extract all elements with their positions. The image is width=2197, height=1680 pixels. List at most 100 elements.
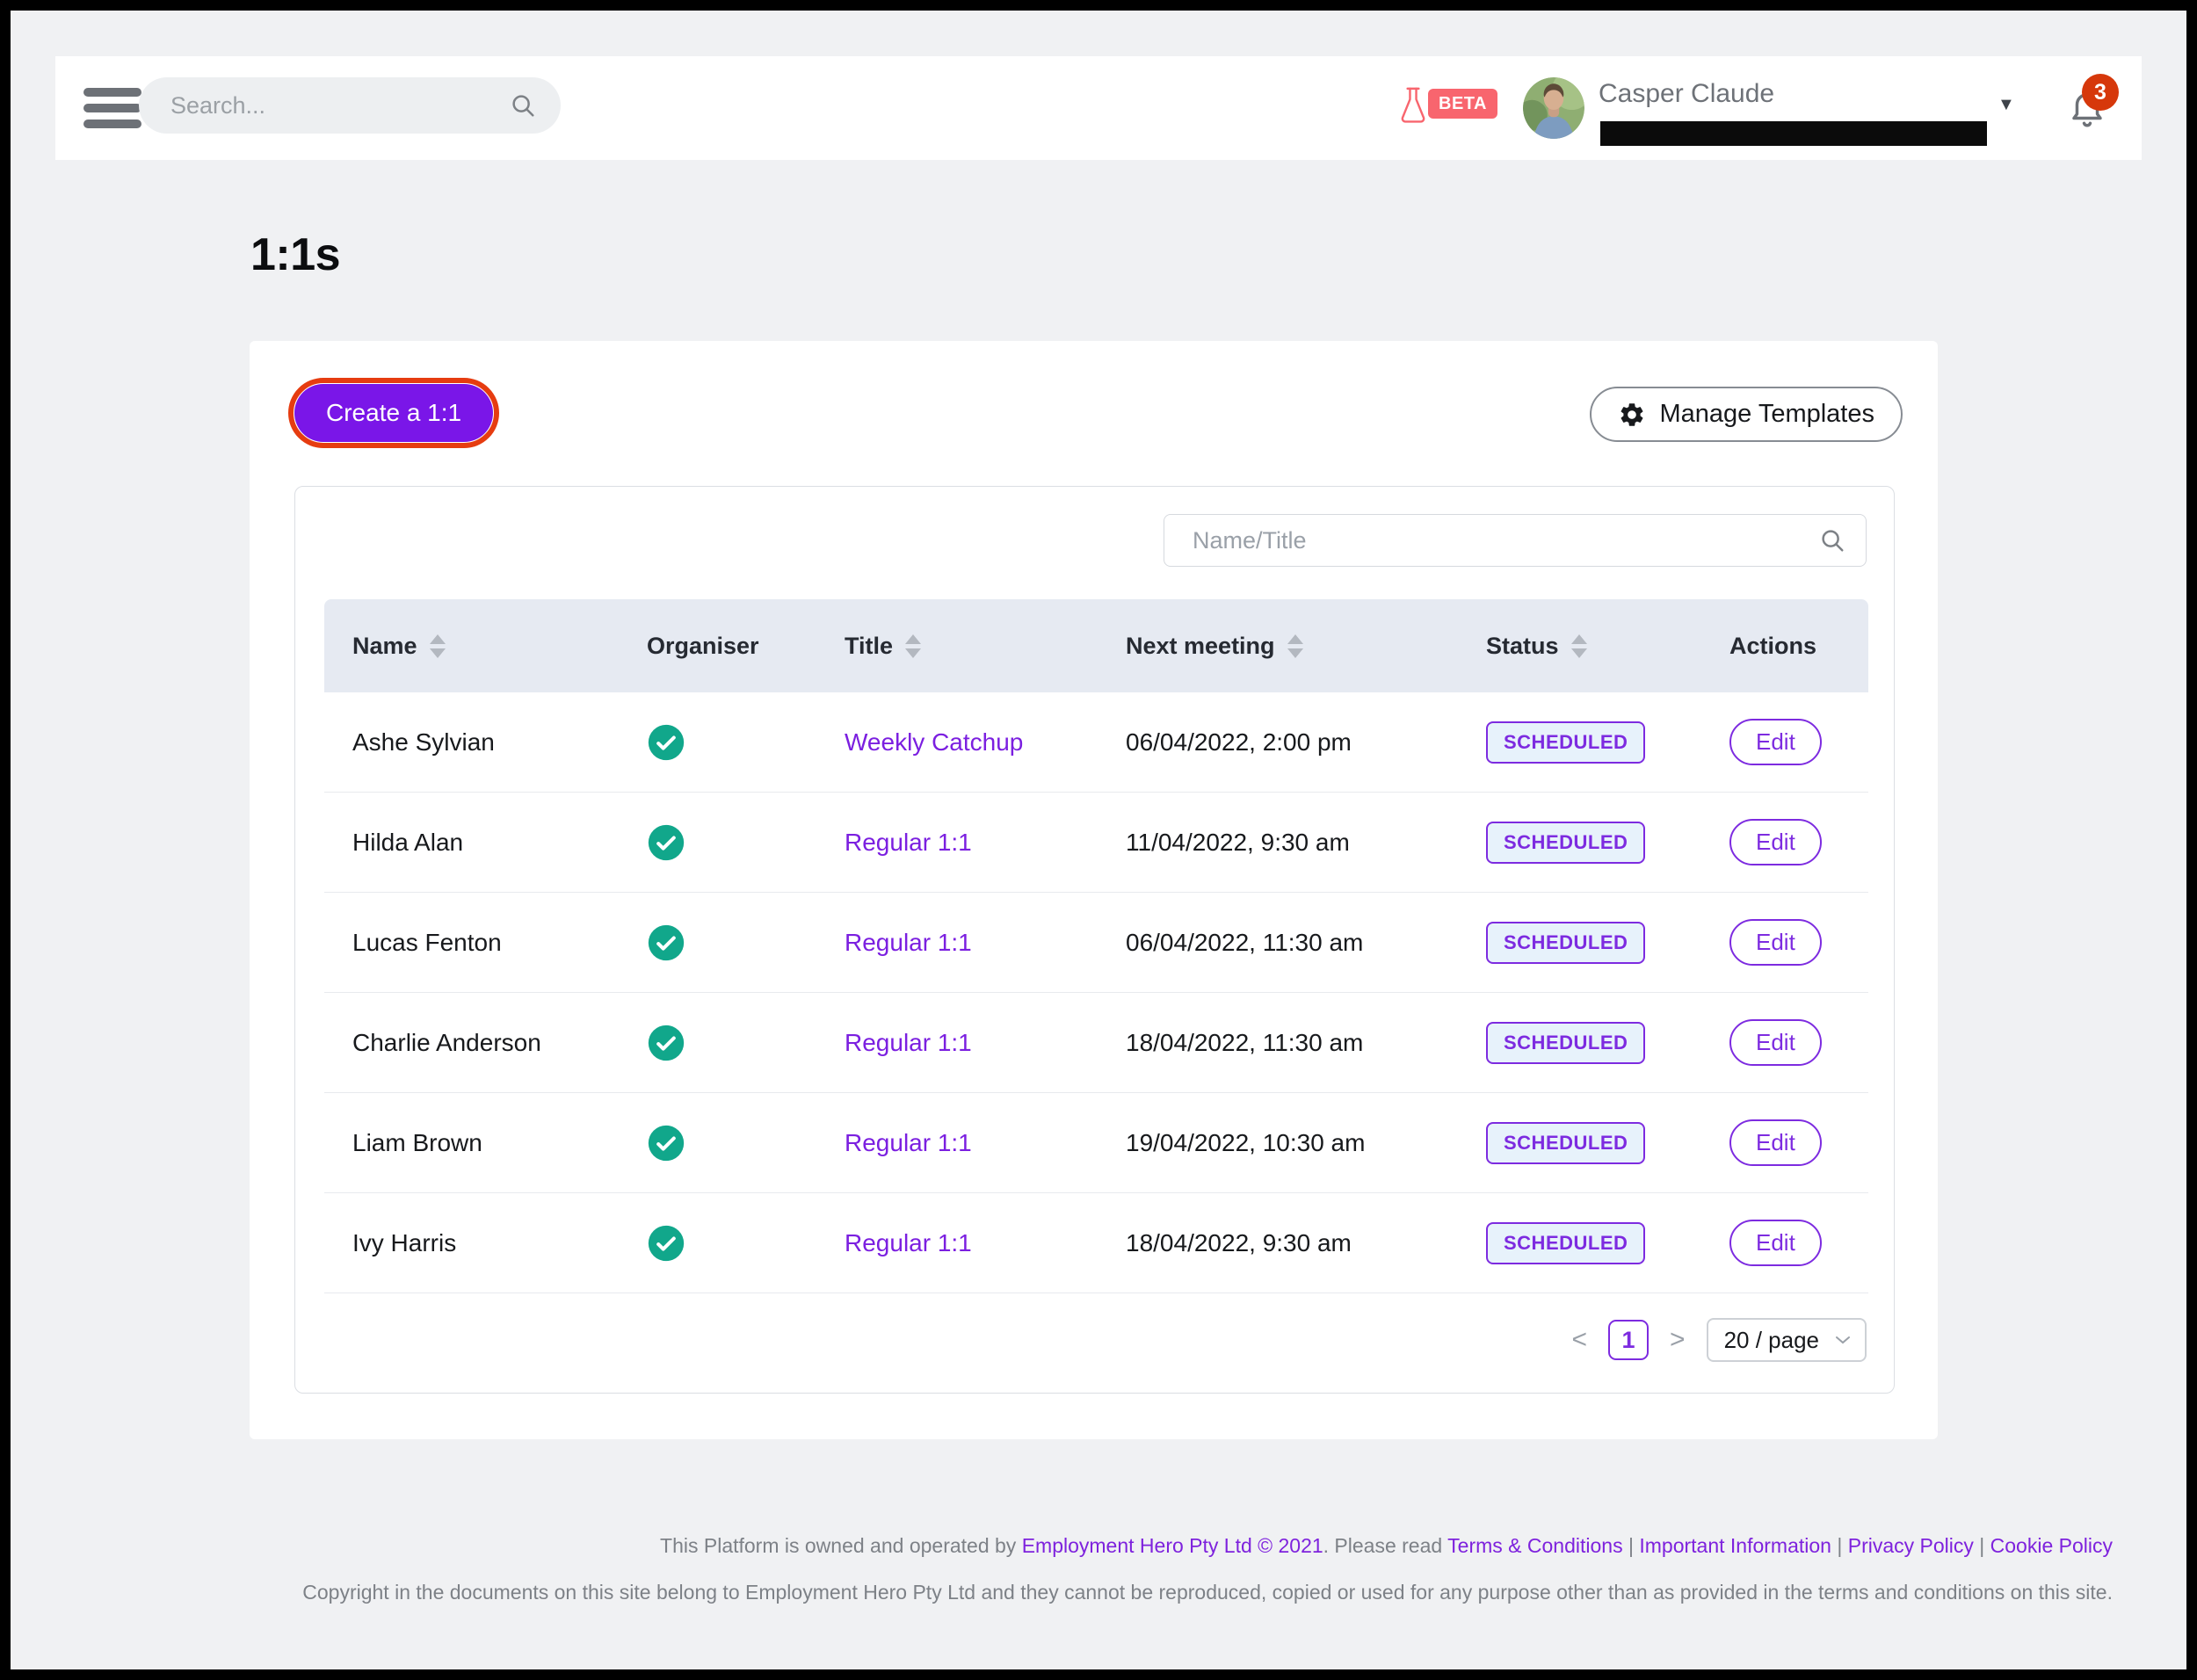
actions-cell: Edit xyxy=(1701,719,1868,765)
table-row: Lucas Fenton Regular 1:1 06/04/2022, 11:30… xyxy=(324,893,1868,993)
edit-button[interactable]: Edit xyxy=(1729,1019,1822,1066)
organiser-cell xyxy=(619,923,816,962)
status-cell: SCHEDULED xyxy=(1458,721,1701,764)
create-one-on-one-button[interactable]: Create a 1:1 xyxy=(287,378,500,448)
organiser-check-icon xyxy=(647,1024,816,1062)
footer-text: | xyxy=(1622,1534,1640,1557)
column-label: Organiser xyxy=(647,632,759,659)
global-search-input[interactable] xyxy=(139,77,561,134)
edit-button[interactable]: Edit xyxy=(1729,1119,1822,1166)
column-header-actions: Actions xyxy=(1701,633,1868,660)
meetings-panel: Name Organiser Title Next meeting Status Acti… xyxy=(294,486,1895,1394)
page-size-select[interactable]: 20 / page xyxy=(1706,1318,1867,1362)
user-name: Casper Claude xyxy=(1599,79,1775,108)
column-label: Actions xyxy=(1729,632,1817,659)
status-badge: SCHEDULED xyxy=(1486,921,1646,964)
organiser-cell xyxy=(619,1024,816,1062)
status-cell: SCHEDULED xyxy=(1458,821,1701,864)
next-meeting: 18/04/2022, 9:30 am xyxy=(1126,1228,1352,1256)
pagination-prev-button[interactable]: < xyxy=(1571,1325,1588,1354)
footer-text: | xyxy=(1831,1534,1848,1557)
notification-count-badge: 3 xyxy=(2082,74,2119,111)
footer-text: This Platform is owned and operated by xyxy=(660,1534,1022,1557)
footer-link-cookie-policy[interactable]: Cookie Policy xyxy=(1990,1534,2113,1557)
organiser-check-icon xyxy=(647,723,816,762)
meeting-title-link[interactable]: Regular 1:1 xyxy=(845,1028,972,1056)
meetings-table: Name Organiser Title Next meeting Status Acti… xyxy=(324,599,1868,1293)
column-header-status[interactable]: Status xyxy=(1458,633,1701,660)
meeting-title-link[interactable]: Regular 1:1 xyxy=(845,928,972,956)
employee-name: Liam Brown xyxy=(352,1128,482,1156)
column-header-name[interactable]: Name xyxy=(324,633,619,660)
page-title: 1:1s xyxy=(250,229,341,280)
footer-link-employment-hero-pty-ltd-2021[interactable]: Employment Hero Pty Ltd © 2021 xyxy=(1021,1534,1323,1557)
table-row: Ashe Sylvian Weekly Catchup 06/04/2022, 2:… xyxy=(324,692,1868,793)
edit-button[interactable]: Edit xyxy=(1729,919,1822,966)
meeting-title-link[interactable]: Weekly Catchup xyxy=(845,728,1024,756)
table-row: Charlie Anderson Regular 1:1 18/04/2022, 1… xyxy=(324,993,1868,1093)
footer-link-important-information[interactable]: Important Information xyxy=(1639,1534,1831,1557)
footer-link-privacy-policy[interactable]: Privacy Policy xyxy=(1847,1534,1974,1557)
column-label: Title xyxy=(845,632,894,659)
footer-link-terms-conditions[interactable]: Terms & Conditions xyxy=(1447,1534,1623,1557)
avatar[interactable] xyxy=(1523,77,1584,139)
chevron-down-icon[interactable]: ▼ xyxy=(1998,95,2015,114)
edit-button[interactable]: Edit xyxy=(1729,719,1822,765)
footer-copyright-line: Copyright in the documents on this site … xyxy=(302,1581,2113,1604)
organiser-check-icon xyxy=(647,823,816,862)
pagination-page-button[interactable]: 1 xyxy=(1608,1320,1650,1360)
column-header-organiser: Organiser xyxy=(619,633,816,660)
status-badge: SCHEDULED xyxy=(1486,1221,1646,1264)
title-cell: Regular 1:1 xyxy=(816,1229,1098,1257)
pagination: < 1 > 20 / page xyxy=(1572,1314,1867,1365)
column-header-next-meeting[interactable]: Next meeting xyxy=(1098,633,1458,660)
hamburger-icon xyxy=(83,88,141,97)
next-meeting: 06/04/2022, 2:00 pm xyxy=(1126,728,1352,756)
search-icon xyxy=(512,95,534,117)
title-cell: Regular 1:1 xyxy=(816,929,1098,957)
status-badge: SCHEDULED xyxy=(1486,721,1646,764)
sort-icon xyxy=(1287,634,1303,658)
meeting-title-link[interactable]: Regular 1:1 xyxy=(845,1128,972,1156)
organiser-check-icon xyxy=(647,923,816,962)
title-cell: Regular 1:1 xyxy=(816,1029,1098,1057)
next-meeting: 11/04/2022, 9:30 am xyxy=(1126,828,1350,856)
organiser-cell xyxy=(619,823,816,862)
column-label: Next meeting xyxy=(1126,632,1275,659)
column-label: Status xyxy=(1486,632,1559,659)
employee-name: Ashe Sylvian xyxy=(352,728,495,756)
table-row: Ivy Harris Regular 1:1 18/04/2022, 9:30 am… xyxy=(324,1193,1868,1293)
sort-icon xyxy=(1570,634,1587,658)
status-badge: SCHEDULED xyxy=(1486,1021,1646,1064)
meeting-title-link[interactable]: Regular 1:1 xyxy=(845,828,972,856)
organiser-cell xyxy=(619,723,816,762)
organiser-cell xyxy=(619,1124,816,1162)
table-body: Ashe Sylvian Weekly Catchup 06/04/2022, 2:… xyxy=(324,692,1868,1293)
status-cell: SCHEDULED xyxy=(1458,1221,1701,1264)
actions-cell: Edit xyxy=(1701,919,1868,966)
column-header-title[interactable]: Title xyxy=(816,633,1098,660)
next-meeting: 06/04/2022, 11:30 am xyxy=(1126,928,1364,956)
hamburger-menu-button[interactable] xyxy=(83,88,141,128)
organiser-cell xyxy=(619,1224,816,1263)
manage-templates-button[interactable]: Manage Templates xyxy=(1590,387,1903,442)
status-cell: SCHEDULED xyxy=(1458,1121,1701,1164)
employee-name: Charlie Anderson xyxy=(352,1028,541,1056)
footer-legal-line: This Platform is owned and operated by E… xyxy=(302,1532,2113,1559)
pagination-next-button[interactable]: > xyxy=(1670,1325,1686,1354)
select-chevron-down-icon xyxy=(1836,1336,1850,1344)
next-meeting: 19/04/2022, 10:30 am xyxy=(1126,1128,1366,1156)
edit-button[interactable]: Edit xyxy=(1729,819,1822,865)
status-cell: SCHEDULED xyxy=(1458,921,1701,964)
title-cell: Weekly Catchup xyxy=(816,728,1098,757)
manage-templates-label: Manage Templates xyxy=(1659,400,1874,428)
filter-input[interactable] xyxy=(1164,514,1867,567)
edit-button[interactable]: Edit xyxy=(1729,1220,1822,1266)
meeting-title-link[interactable]: Regular 1:1 xyxy=(845,1228,972,1256)
page-size-value: 20 / page xyxy=(1723,1326,1819,1353)
title-cell: Regular 1:1 xyxy=(816,1129,1098,1157)
filter-search xyxy=(1164,514,1867,567)
status-badge: SCHEDULED xyxy=(1486,821,1646,864)
beta-badge: BETA xyxy=(1428,89,1497,119)
